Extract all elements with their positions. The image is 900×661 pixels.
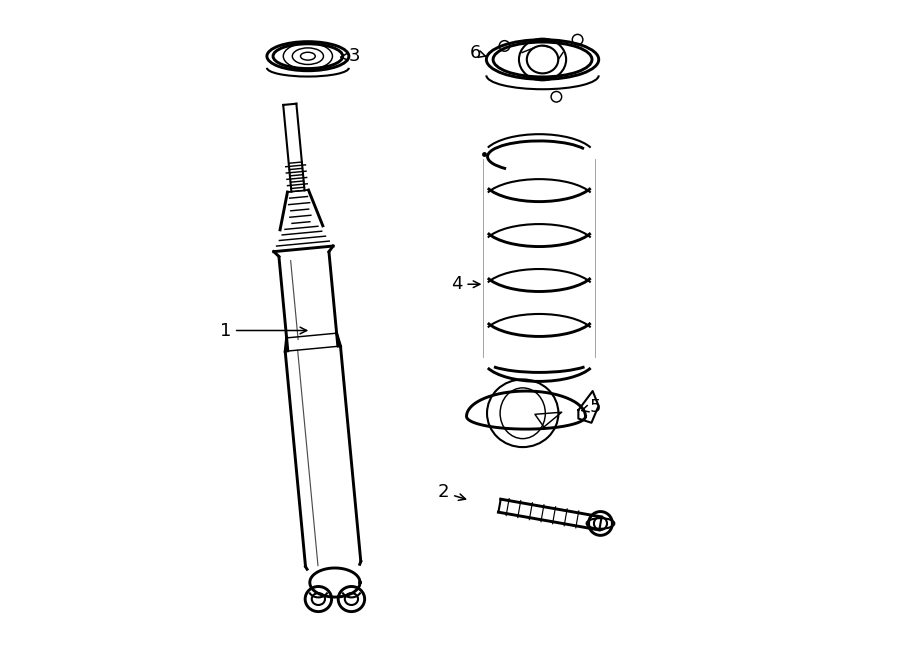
Text: 1: 1 — [220, 321, 307, 340]
Text: 3: 3 — [341, 47, 360, 65]
Text: 4: 4 — [451, 275, 480, 293]
Text: 5: 5 — [582, 397, 601, 416]
Text: 6: 6 — [470, 44, 486, 62]
Text: 2: 2 — [437, 483, 465, 502]
